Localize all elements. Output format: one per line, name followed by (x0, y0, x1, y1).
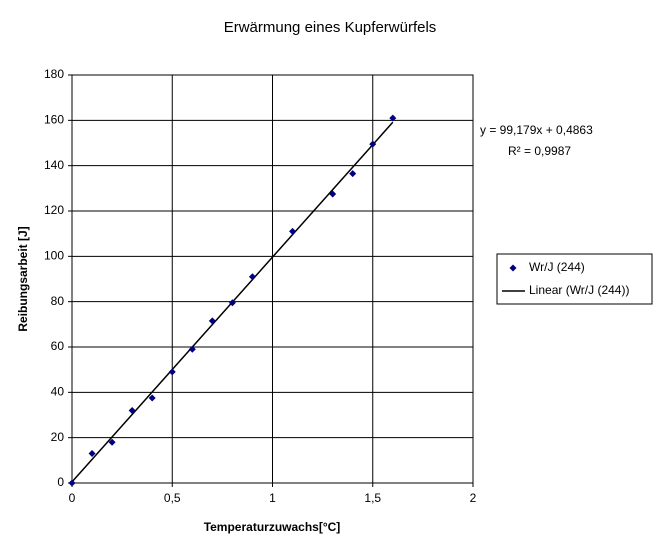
point (349, 170, 357, 178)
point (228, 299, 236, 307)
x-tick-label: 0,5 (164, 491, 181, 505)
y-tick-label: 20 (51, 430, 65, 444)
legend-label: Linear (Wr/J (244)) (529, 283, 629, 297)
y-tick-label: 120 (44, 203, 64, 217)
x-tick-label: 0 (69, 491, 76, 505)
y-tick-label: 180 (44, 67, 64, 81)
point (128, 406, 136, 414)
trend-r2: R² = 0,9987 (508, 144, 571, 158)
point (68, 479, 76, 487)
point (188, 345, 196, 353)
x-tick-label: 1,5 (364, 491, 381, 505)
y-tick-label: 0 (57, 475, 64, 489)
point (389, 114, 397, 122)
point (248, 273, 256, 281)
x-tick-label: 1 (269, 491, 276, 505)
point (329, 190, 337, 198)
trend-equation: y = 99,179x + 0,4863 (480, 123, 593, 137)
y-tick-label: 100 (44, 249, 64, 263)
legend-label: Wr/J (244) (529, 260, 585, 274)
point (168, 368, 176, 376)
y-axis-label: Reibungsarbeit [J] (16, 226, 30, 331)
point (208, 317, 216, 325)
point (148, 394, 156, 402)
point (289, 227, 297, 235)
y-tick-label: 80 (51, 294, 65, 308)
point (108, 438, 116, 446)
point (369, 140, 377, 148)
legend (496, 253, 653, 305)
y-tick-label: 60 (51, 339, 65, 353)
x-axis-label: Temperaturzuwachs[°C] (204, 520, 341, 534)
chart-title: Erwärmung eines Kupferwürfels (224, 19, 437, 36)
point (88, 450, 96, 458)
y-tick-label: 140 (44, 158, 64, 172)
y-tick-label: 160 (44, 113, 64, 127)
y-tick-label: 40 (51, 385, 65, 399)
x-tick-label: 2 (470, 491, 477, 505)
legend-marker (509, 264, 517, 272)
